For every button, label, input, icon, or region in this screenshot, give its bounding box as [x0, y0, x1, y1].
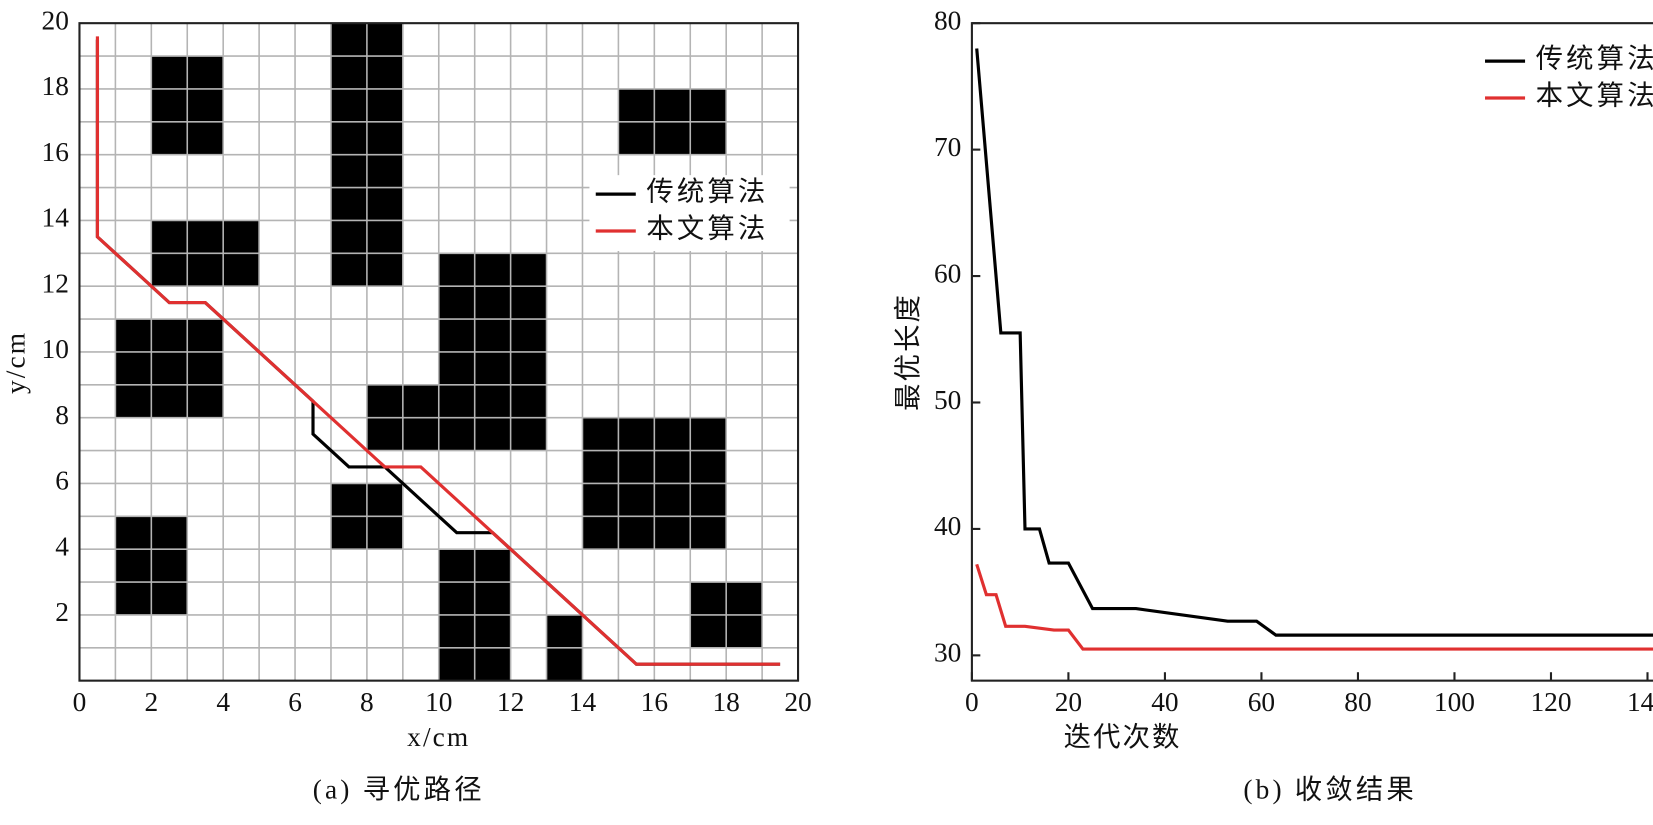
legend-label: 本文算法: [646, 213, 768, 243]
y-tick-label: 16: [42, 137, 69, 167]
y-tick-label: 14: [42, 203, 70, 233]
legend-label: 传统算法: [1536, 43, 1653, 73]
x-tick-label: 18: [713, 687, 740, 717]
x-tick-label: 0: [73, 687, 87, 717]
x-tick-label: 4: [216, 687, 230, 717]
y-tick-label: 4: [55, 531, 69, 561]
x-axis-label: x/cm: [407, 722, 470, 752]
y-tick-label: 30: [934, 638, 961, 668]
y-tick-label: 40: [934, 511, 961, 541]
x-tick-label: 100: [1434, 687, 1475, 717]
x-tick-label: 8: [360, 687, 374, 717]
x-tick-label: 20: [1055, 687, 1082, 717]
series-line: [975, 48, 1653, 637]
y-tick-label: 10: [42, 334, 69, 364]
caption: (a) 寻优路径: [313, 775, 485, 805]
x-tick-label: 16: [641, 687, 668, 717]
x-tick-label: 60: [1248, 687, 1275, 717]
x-tick-label: 140: [1627, 687, 1653, 717]
x-tick-label: 20: [784, 687, 811, 717]
y-tick-label: 8: [55, 400, 69, 430]
plot-frame: [78, 22, 800, 682]
obstacle: [115, 319, 224, 418]
x-tick-label: 40: [1151, 687, 1178, 717]
y-tick-label: 70: [934, 132, 961, 162]
y-tick-label: 80: [934, 5, 961, 35]
x-tick-label: 0: [965, 687, 979, 717]
y-tick-label: 12: [42, 268, 69, 298]
caption: (b) 收敛结果: [1243, 775, 1417, 805]
legend-label: 本文算法: [1536, 80, 1653, 110]
y-tick-label: 60: [934, 258, 961, 288]
y-tick-label: 18: [42, 71, 69, 101]
y-axis-label: 最优长度: [893, 293, 923, 411]
x-tick-label: 6: [288, 687, 302, 717]
y-tick-label: 50: [934, 385, 961, 415]
series-line: [975, 563, 1653, 651]
x-tick-label: 14: [569, 687, 597, 717]
y-tick-label: 6: [55, 466, 69, 496]
y-axis-label: y/cm: [1, 331, 31, 394]
legend-label: 传统算法: [646, 176, 768, 206]
x-tick-label: 80: [1344, 687, 1371, 717]
x-tick-label: 2: [144, 687, 158, 717]
y-tick-label: 2: [55, 597, 69, 627]
legend-box: [589, 175, 790, 252]
x-tick-label: 12: [497, 687, 524, 717]
plot-area: [971, 23, 1653, 681]
x-tick-label: 120: [1530, 687, 1571, 717]
series-line: [95, 36, 781, 666]
x-axis-label: 迭代次数: [1064, 722, 1182, 752]
x-tick-label: 10: [425, 687, 452, 717]
y-tick-label: 20: [42, 5, 69, 35]
plot-frame: [970, 22, 1653, 682]
